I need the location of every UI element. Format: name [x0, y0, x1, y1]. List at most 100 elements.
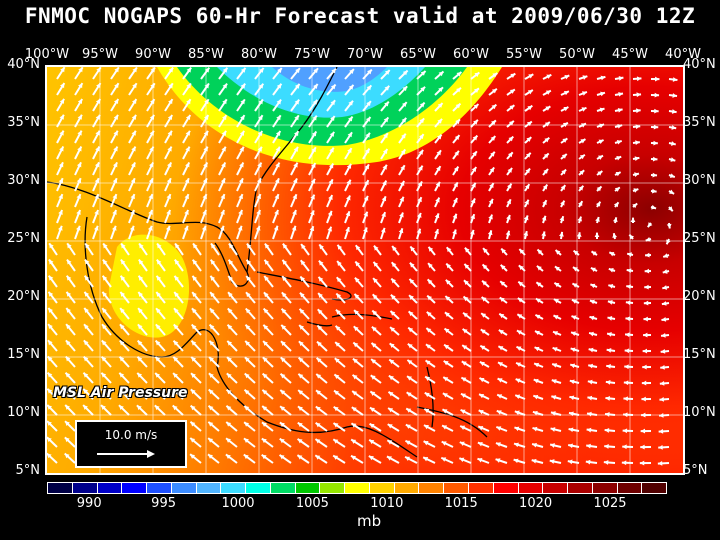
wind-arrow	[578, 122, 587, 128]
colorbar-swatch	[295, 483, 321, 493]
wind-arrow	[244, 372, 256, 384]
wind-arrow	[500, 264, 508, 272]
wind-arrow	[662, 285, 670, 290]
wind-arrow	[344, 179, 352, 192]
wind-arrow	[368, 455, 382, 464]
wind-arrow	[344, 226, 350, 240]
wind-arrow	[398, 85, 408, 96]
wind-arrow	[434, 228, 439, 240]
wind-arrow	[83, 323, 94, 336]
wind-arrow	[496, 409, 508, 416]
wind-arrow	[549, 459, 562, 464]
wind-arrow	[225, 421, 238, 432]
wind-arrow	[352, 357, 364, 368]
wind-arrow	[56, 146, 65, 160]
vector-scale-arrow	[97, 450, 155, 458]
wind-arrow	[308, 146, 317, 160]
wind-arrow	[119, 339, 130, 352]
wind-arrow	[622, 444, 634, 450]
wind-arrow	[146, 161, 155, 176]
wind-arrow	[262, 340, 274, 352]
colorbar-swatch	[97, 483, 123, 493]
wind-arrow	[334, 325, 346, 336]
wind-arrow	[534, 330, 544, 336]
wind-arrow	[606, 364, 616, 369]
wind-arrow	[281, 259, 292, 272]
wind-arrow	[470, 134, 479, 144]
wind-arrow	[470, 87, 480, 96]
wind-arrow	[208, 372, 220, 384]
wind-arrow	[559, 215, 565, 224]
wind-arrow	[245, 259, 256, 272]
wind-arrow	[74, 209, 82, 224]
wind-arrow	[644, 252, 652, 258]
wind-arrow	[335, 276, 346, 288]
wind-arrow	[442, 376, 454, 384]
wind-arrow	[603, 460, 616, 465]
wind-arrow	[254, 130, 264, 144]
wind-arrow	[354, 260, 364, 272]
wind-arrow	[452, 134, 461, 144]
wind-arrow	[245, 291, 256, 304]
wind-arrow	[174, 259, 184, 272]
wind-arrow	[65, 339, 76, 352]
wind-arrow	[535, 297, 544, 304]
wind-arrow	[657, 460, 670, 466]
wind-arrow	[416, 212, 422, 224]
wind-arrow	[586, 427, 598, 433]
wind-arrow	[65, 307, 76, 320]
wind-arrow	[452, 213, 458, 224]
colorbar-swatch	[246, 483, 271, 493]
wind-arrow	[110, 98, 120, 112]
wind-arrow	[459, 425, 472, 432]
wind-arrow	[155, 307, 166, 320]
wind-arrow	[56, 161, 64, 176]
wind-arrow	[326, 131, 335, 144]
wind-arrow	[542, 73, 552, 80]
wind-arrow	[662, 253, 670, 258]
wind-arrow	[577, 216, 582, 224]
wind-arrow	[408, 294, 418, 304]
wind-arrow	[102, 242, 112, 256]
wind-arrow	[426, 294, 436, 304]
wind-arrow	[621, 460, 634, 466]
wind-arrow	[405, 423, 418, 432]
wind-arrow	[626, 252, 634, 257]
lon-label: 70°W	[347, 47, 383, 62]
lat-label: 5°N	[15, 463, 41, 478]
wind-arrow	[416, 70, 427, 80]
wind-arrow	[136, 356, 148, 368]
wind-arrow	[625, 316, 634, 322]
wind-arrow	[660, 349, 670, 354]
wind-arrow	[317, 308, 328, 320]
wind-arrow	[460, 408, 472, 416]
wind-arrow	[362, 132, 371, 144]
wind-arrow	[174, 242, 184, 256]
wind-arrow	[261, 389, 274, 400]
wind-arrow	[299, 292, 310, 304]
wind-arrow	[372, 277, 382, 288]
lon-label: 60°W	[453, 47, 489, 62]
wind-arrow	[154, 404, 166, 416]
wind-arrow	[92, 193, 100, 208]
lat-label: 25°N	[683, 231, 716, 246]
wind-arrow	[666, 222, 672, 229]
wind-arrow	[560, 137, 568, 144]
wind-arrow	[245, 275, 256, 288]
wind-arrow	[82, 388, 94, 400]
colorbar-swatch	[147, 483, 172, 493]
wind-arrow	[146, 114, 155, 128]
wind-arrow	[56, 130, 65, 144]
wind-arrow	[632, 92, 642, 98]
wind-arrow	[398, 117, 407, 128]
wind-arrow	[408, 278, 418, 288]
wind-arrow	[191, 291, 202, 304]
wind-arrow	[110, 225, 117, 240]
wind-arrow	[110, 193, 118, 208]
lon-label: 65°W	[400, 47, 436, 62]
wind-arrow	[506, 167, 513, 176]
wind-arrow	[326, 194, 334, 208]
wind-arrow	[64, 388, 76, 400]
wind-arrow	[569, 363, 580, 369]
wind-arrow	[372, 293, 382, 304]
